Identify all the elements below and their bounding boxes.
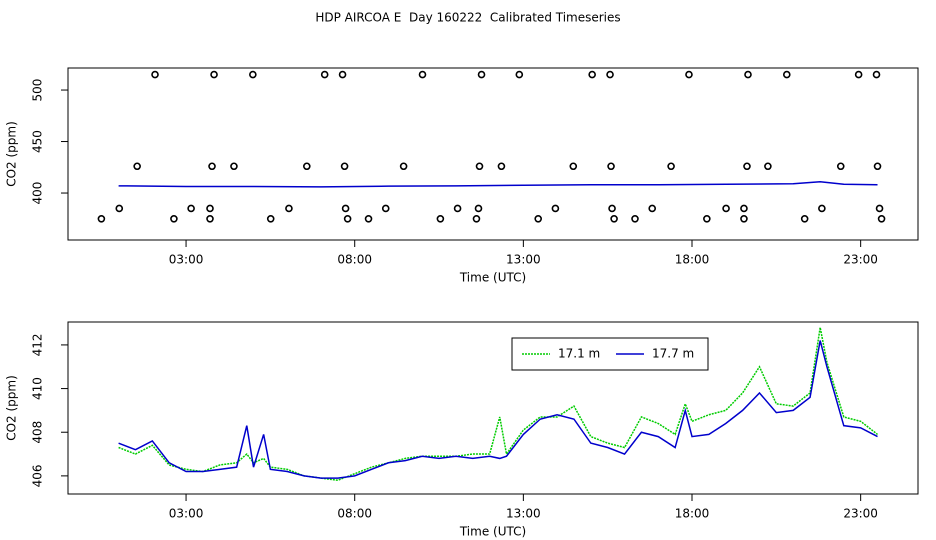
flag-point xyxy=(249,70,257,79)
flag-point xyxy=(875,204,884,213)
flag-point xyxy=(453,204,462,213)
flag-point xyxy=(607,162,615,171)
y-tick-label: 400 xyxy=(31,182,45,205)
y-tick-label: 408 xyxy=(31,421,45,444)
legend: 17.1 m 17.7 m xyxy=(511,337,709,371)
y-axis-title: CO2 (ppm) xyxy=(5,375,19,441)
series-line xyxy=(118,327,878,482)
flag-point xyxy=(744,70,752,79)
y-tick-label: 450 xyxy=(31,130,45,153)
series-line xyxy=(118,180,878,188)
legend-label: 17.1 m xyxy=(558,347,600,361)
x-tick-label: 08:00 xyxy=(337,253,372,267)
y-tick-label: 410 xyxy=(31,377,45,400)
x-tick-label: 03:00 xyxy=(169,507,204,521)
flag-point xyxy=(740,214,748,223)
flag-point xyxy=(743,162,751,171)
flag-point xyxy=(381,204,390,213)
flag-point xyxy=(569,162,578,171)
flag-point xyxy=(364,214,373,223)
flag-point xyxy=(285,204,293,213)
flag-point xyxy=(608,204,616,213)
flag-point xyxy=(475,162,484,171)
flag-point xyxy=(472,214,481,223)
flag-point xyxy=(497,162,506,171)
flag-point xyxy=(740,204,748,213)
flag-point xyxy=(873,162,882,171)
flag-point xyxy=(854,70,863,79)
flag-point xyxy=(418,70,427,79)
flag-point xyxy=(588,70,596,79)
y-axis-title: CO2 (ppm) xyxy=(5,121,19,187)
series-line xyxy=(118,340,878,479)
flag-point xyxy=(343,214,352,223)
flag-point xyxy=(836,162,845,171)
flag-point xyxy=(230,162,238,171)
x-tick-label: 18:00 xyxy=(675,253,710,267)
x-axis-title: Time (UTC) xyxy=(459,525,526,539)
x-tick-label: 13:00 xyxy=(506,253,541,267)
flag-point xyxy=(477,70,486,79)
x-tick-label: 08:00 xyxy=(337,507,372,521)
legend-box xyxy=(511,337,709,371)
flag-point xyxy=(534,214,542,223)
flag-point xyxy=(703,214,711,223)
flag-point xyxy=(606,70,614,79)
x-tick-label: 13:00 xyxy=(506,507,541,521)
flag-point xyxy=(818,204,826,213)
x-axis-title: Time (UTC) xyxy=(459,271,526,285)
page-title: HDP AIRCOA E Day 160222 Calibrated Times… xyxy=(315,11,620,25)
x-tick-label: 23:00 xyxy=(843,253,878,267)
flag-point xyxy=(877,214,886,223)
flag-point xyxy=(208,162,216,171)
flag-point xyxy=(187,204,195,213)
flag-point xyxy=(436,214,445,223)
flag-point xyxy=(340,162,349,171)
x-tick-label: 18:00 xyxy=(675,507,710,521)
flag-point xyxy=(872,70,881,79)
flag-point xyxy=(320,70,329,79)
flag-point xyxy=(722,204,730,213)
x-tick-label: 03:00 xyxy=(169,253,204,267)
flag-point xyxy=(210,70,218,79)
flag-point xyxy=(170,214,178,223)
flag-point xyxy=(800,214,809,223)
flag-point xyxy=(551,204,560,213)
flag-point xyxy=(685,70,693,79)
flag-point xyxy=(115,204,124,213)
flag-point xyxy=(133,162,141,171)
legend-label: 17.7 m xyxy=(652,347,694,361)
flag-point xyxy=(782,70,791,79)
flag-point xyxy=(764,162,772,171)
plot-frame xyxy=(67,321,919,495)
flag-point xyxy=(631,214,639,223)
flag-point xyxy=(303,162,311,171)
flag-point xyxy=(399,162,408,171)
flag-point xyxy=(338,70,347,79)
flag-point xyxy=(515,70,524,79)
flag-point xyxy=(667,162,675,171)
flag-point xyxy=(206,214,214,223)
flag-point xyxy=(648,204,657,213)
y-tick-label: 412 xyxy=(31,333,45,356)
flag-point xyxy=(206,204,214,213)
y-tick-label: 500 xyxy=(31,79,45,102)
flag-point xyxy=(474,204,483,213)
flag-point xyxy=(266,214,275,223)
flag-point xyxy=(97,214,106,223)
x-tick-label: 23:00 xyxy=(843,507,878,521)
flag-point xyxy=(341,204,350,213)
flag-point xyxy=(610,214,618,223)
y-tick-label: 406 xyxy=(31,464,45,487)
plot-frame xyxy=(67,67,919,241)
flag-point xyxy=(151,70,159,79)
